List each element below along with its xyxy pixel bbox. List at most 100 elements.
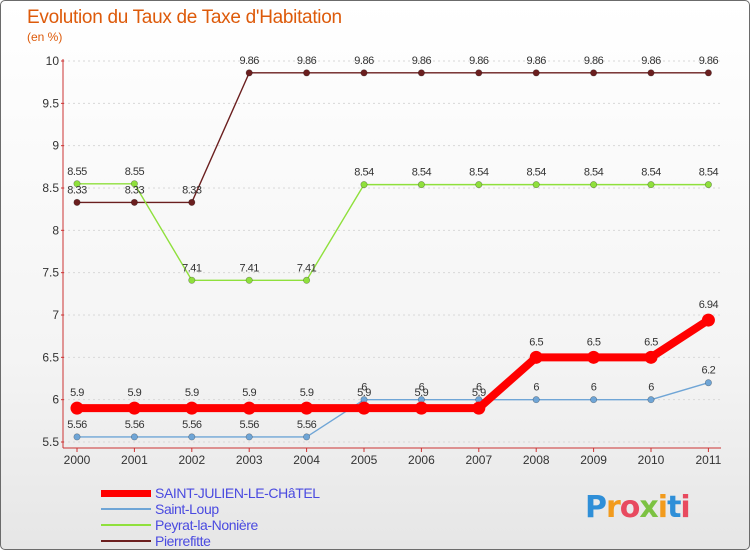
data-point bbox=[360, 69, 368, 77]
data-point bbox=[472, 401, 486, 415]
data-label: 5.9 bbox=[300, 387, 314, 399]
data-label: 5.9 bbox=[357, 387, 371, 399]
data-label: 8.54 bbox=[699, 167, 719, 179]
data-point bbox=[73, 433, 81, 441]
data-label: 5.56 bbox=[67, 419, 87, 431]
data-point bbox=[130, 198, 138, 206]
data-label: 9.86 bbox=[641, 55, 661, 67]
data-point bbox=[303, 433, 311, 441]
y-tick-label: 8.5 bbox=[42, 181, 59, 195]
data-point bbox=[360, 181, 368, 189]
chart-title: Evolution du Taux de Taxe d'Habitation bbox=[27, 7, 342, 28]
data-label: 8.54 bbox=[641, 167, 661, 179]
legend-swatch-peyrat bbox=[101, 524, 151, 526]
data-point bbox=[644, 350, 658, 364]
y-tick-label: 5.5 bbox=[42, 435, 59, 449]
data-label: 6.5 bbox=[644, 336, 658, 348]
data-label: 5.9 bbox=[415, 387, 429, 399]
data-label: 8.54 bbox=[354, 167, 374, 179]
data-label: 8.54 bbox=[584, 167, 604, 179]
y-tick-label: 6 bbox=[52, 393, 59, 407]
data-label: 5.56 bbox=[125, 419, 145, 431]
data-label: 6.5 bbox=[529, 336, 543, 348]
data-label: 6 bbox=[533, 382, 539, 394]
data-point bbox=[532, 396, 540, 404]
data-label: 9.86 bbox=[297, 55, 317, 67]
legend-item-pierrefitte: Pierrefitte bbox=[101, 533, 361, 549]
data-point bbox=[532, 69, 540, 77]
legend-swatch-saint-julien bbox=[101, 490, 151, 497]
legend-label: Saint-Loup bbox=[155, 501, 219, 517]
y-tick-label: 10 bbox=[46, 54, 60, 68]
data-point bbox=[647, 181, 655, 189]
x-tick-label: 2007 bbox=[465, 453, 492, 467]
data-point bbox=[475, 69, 483, 77]
legend-item-peyrat: Peyrat-la-Nonière bbox=[101, 517, 361, 533]
data-label: 5.56 bbox=[297, 419, 317, 431]
data-point bbox=[242, 401, 256, 415]
data-label: 6 bbox=[476, 382, 482, 394]
x-tick-label: 2001 bbox=[121, 453, 148, 467]
data-label: 9.86 bbox=[699, 55, 719, 67]
y-axis-unit: (en %) bbox=[27, 30, 63, 44]
logo-letter: t bbox=[667, 490, 681, 525]
data-label: 9.86 bbox=[354, 55, 374, 67]
data-label: 5.9 bbox=[472, 387, 486, 399]
x-tick-label: 2008 bbox=[523, 453, 550, 467]
data-label: 5.56 bbox=[239, 419, 259, 431]
data-point bbox=[704, 181, 712, 189]
data-point bbox=[475, 181, 483, 189]
data-point bbox=[647, 69, 655, 77]
data-point bbox=[245, 276, 253, 284]
data-point bbox=[188, 198, 196, 206]
y-tick-label: 6.5 bbox=[42, 350, 59, 364]
data-label: 7.41 bbox=[239, 262, 259, 274]
x-tick-label: 2000 bbox=[64, 453, 91, 467]
data-point bbox=[587, 350, 601, 364]
x-tick-label: 2003 bbox=[236, 453, 263, 467]
data-label: 8.55 bbox=[125, 166, 145, 178]
data-point bbox=[185, 401, 199, 415]
x-tick-label: 2004 bbox=[293, 453, 320, 467]
data-point bbox=[590, 181, 598, 189]
data-label: 9.86 bbox=[239, 55, 259, 67]
data-point bbox=[245, 433, 253, 441]
x-tick-label: 2006 bbox=[408, 453, 435, 467]
data-point bbox=[130, 433, 138, 441]
data-point bbox=[701, 313, 715, 327]
data-label: 8.54 bbox=[412, 167, 432, 179]
x-tick-label: 2002 bbox=[178, 453, 205, 467]
data-point bbox=[303, 276, 311, 284]
data-point bbox=[70, 401, 84, 415]
data-label: 5.9 bbox=[242, 387, 256, 399]
data-point bbox=[704, 379, 712, 387]
data-label-layer: 8.33 8.33 8.33 9.86 9.86 9.86 9.86 9.86 9.86 9.86… bbox=[67, 55, 719, 431]
logo-letter: x bbox=[639, 490, 658, 525]
legend-swatch-saint-loup bbox=[101, 508, 151, 510]
data-label: 5.9 bbox=[185, 387, 199, 399]
legend-label: SAINT-JULIEN-LE-CHâTEL bbox=[155, 485, 320, 501]
y-tick-label: 9.5 bbox=[42, 96, 59, 110]
data-point bbox=[245, 69, 253, 77]
data-label: 8.54 bbox=[469, 167, 489, 179]
grid-layer bbox=[63, 60, 721, 443]
data-label: 6.2 bbox=[702, 365, 716, 377]
data-point bbox=[188, 276, 196, 284]
legend-item-saint-loup: Saint-Loup bbox=[101, 501, 361, 517]
data-label: 6.94 bbox=[699, 299, 719, 311]
data-label: 5.9 bbox=[70, 387, 84, 399]
data-label: 7.41 bbox=[182, 262, 202, 274]
data-point bbox=[647, 396, 655, 404]
y-tick-label: 8 bbox=[52, 223, 59, 237]
series-line bbox=[76, 382, 710, 438]
data-label: 6 bbox=[361, 382, 367, 394]
data-point bbox=[590, 396, 598, 404]
data-point bbox=[303, 69, 311, 77]
x-tick-label: 2010 bbox=[638, 453, 665, 467]
legend-swatch-pierrefitte bbox=[101, 540, 151, 542]
data-label: 8.33 bbox=[67, 184, 87, 196]
legend-label: Pierrefitte bbox=[155, 533, 211, 549]
